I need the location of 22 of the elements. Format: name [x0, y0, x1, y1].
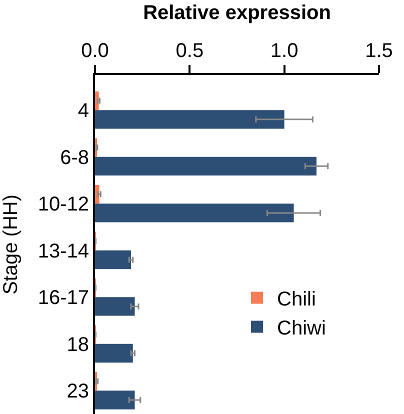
bar: [95, 250, 131, 270]
y-tick-label: 16-17: [38, 287, 89, 310]
y-axis-title: Stage (HH): [0, 194, 22, 295]
y-tick-label: 4: [78, 100, 89, 122]
bar: [95, 156, 317, 176]
legend-label: Chili: [277, 288, 316, 311]
x-tick-label: 0.5: [176, 40, 204, 62]
y-tick-label: 13-14: [38, 240, 89, 262]
y-tick-label: 10-12: [38, 194, 89, 216]
y-tick-label: 23: [66, 380, 89, 403]
legend-label: Chiwi: [277, 318, 326, 340]
x-tick-label: 0.0: [81, 40, 109, 62]
bar: [95, 204, 294, 222]
bar: [95, 344, 133, 363]
y-tick-label: 18: [66, 334, 89, 356]
x-axis-title: Relative expression: [143, 2, 331, 24]
x-tick-label: 1.0: [270, 40, 298, 62]
bar: [95, 110, 284, 129]
x-tick-label: 1.5: [365, 40, 393, 62]
bar: [95, 297, 135, 316]
y-tick-label: 6-8: [60, 146, 89, 169]
bar: [95, 390, 135, 410]
